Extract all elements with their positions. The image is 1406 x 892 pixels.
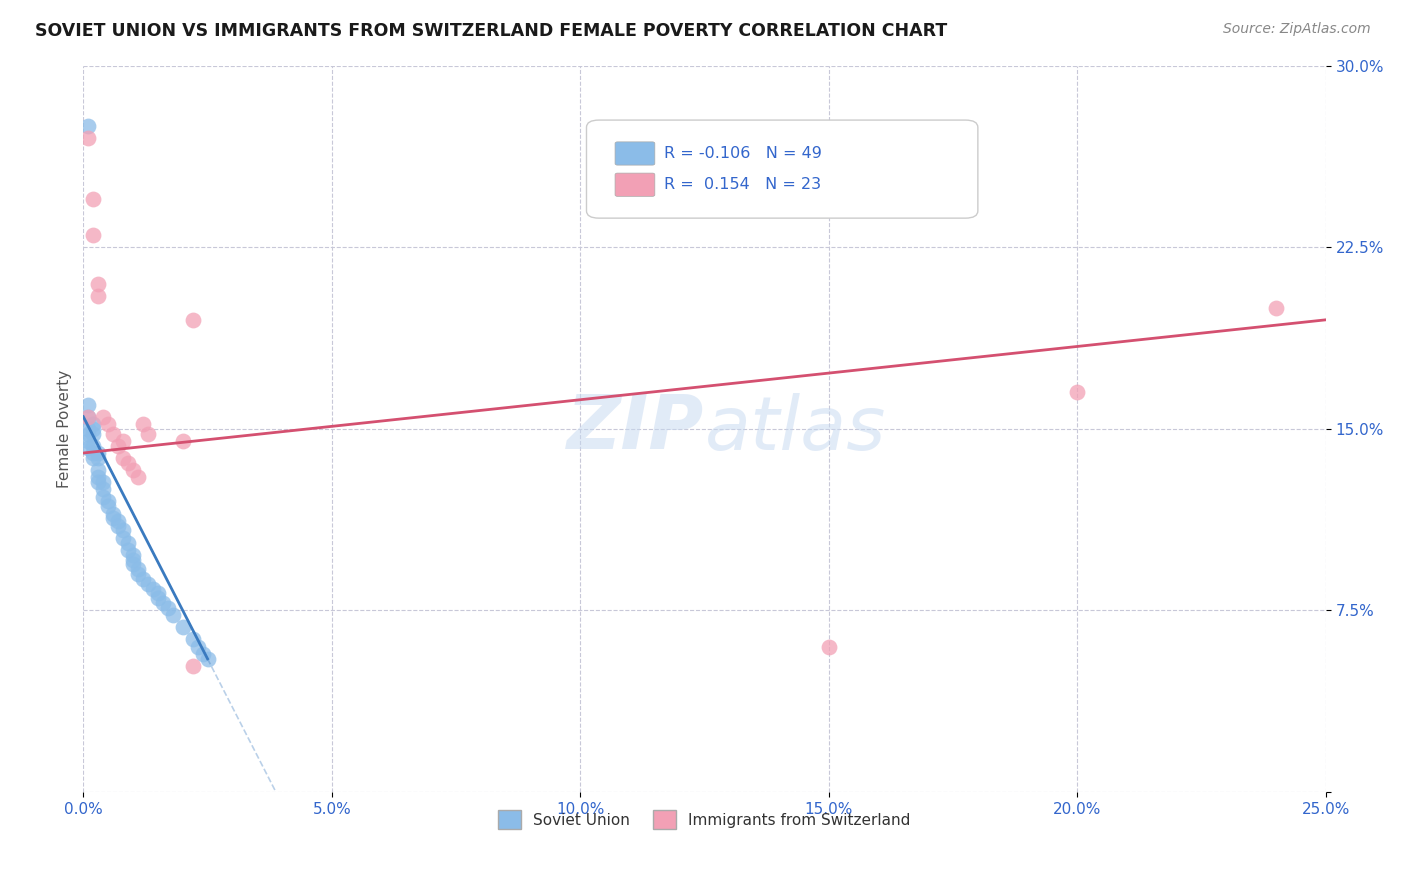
Point	[172, 434, 194, 448]
Point	[87, 288, 110, 302]
Point	[77, 409, 100, 424]
Point	[101, 426, 124, 441]
Point	[136, 426, 159, 441]
Point	[142, 582, 165, 596]
Point	[87, 463, 110, 477]
Text: Source: ZipAtlas.com: Source: ZipAtlas.com	[1223, 22, 1371, 37]
Point	[117, 456, 139, 470]
Point	[87, 470, 110, 484]
Point	[156, 601, 179, 615]
Point	[127, 562, 149, 576]
Point	[146, 586, 169, 600]
Legend: Soviet Union, Immigrants from Switzerland: Soviet Union, Immigrants from Switzerlan…	[492, 805, 917, 835]
FancyBboxPatch shape	[614, 173, 655, 196]
Point	[91, 490, 114, 504]
Point	[191, 647, 214, 661]
Point	[112, 450, 135, 465]
Point	[77, 409, 100, 424]
Point	[82, 417, 104, 431]
Point	[1066, 385, 1088, 400]
Point	[132, 572, 155, 586]
Point	[77, 131, 100, 145]
Point	[117, 542, 139, 557]
Point	[77, 441, 100, 455]
Point	[87, 446, 110, 460]
Point	[82, 192, 104, 206]
Point	[97, 417, 120, 431]
Point	[181, 659, 204, 673]
Text: R = -0.106   N = 49: R = -0.106 N = 49	[664, 146, 821, 161]
Point	[117, 535, 139, 549]
Point	[132, 417, 155, 431]
Text: SOVIET UNION VS IMMIGRANTS FROM SWITZERLAND FEMALE POVERTY CORRELATION CHART: SOVIET UNION VS IMMIGRANTS FROM SWITZERL…	[35, 22, 948, 40]
Y-axis label: Female Poverty: Female Poverty	[58, 369, 72, 488]
Point	[87, 450, 110, 465]
Point	[112, 531, 135, 545]
Point	[82, 450, 104, 465]
Point	[91, 483, 114, 497]
Point	[107, 514, 129, 528]
Text: ZIP: ZIP	[567, 392, 704, 466]
Point	[817, 640, 839, 654]
Point	[77, 434, 100, 448]
Point	[122, 463, 145, 477]
Point	[87, 475, 110, 489]
Point	[77, 426, 100, 441]
Point	[77, 398, 100, 412]
Point	[152, 596, 174, 610]
Point	[187, 640, 209, 654]
Point	[87, 277, 110, 291]
Point	[82, 439, 104, 453]
Point	[172, 620, 194, 634]
Point	[122, 552, 145, 566]
Point	[127, 567, 149, 582]
FancyBboxPatch shape	[586, 120, 977, 219]
Point	[77, 119, 100, 133]
Point	[181, 632, 204, 647]
Text: R =  0.154   N = 23: R = 0.154 N = 23	[664, 178, 821, 192]
Point	[101, 511, 124, 525]
Point	[101, 507, 124, 521]
Point	[77, 422, 100, 436]
Text: atlas: atlas	[704, 392, 886, 465]
Point	[122, 548, 145, 562]
Point	[97, 494, 120, 508]
Point	[82, 422, 104, 436]
Point	[82, 426, 104, 441]
Point	[91, 409, 114, 424]
Point	[107, 518, 129, 533]
Point	[146, 591, 169, 606]
Point	[136, 576, 159, 591]
FancyBboxPatch shape	[614, 142, 655, 165]
Point	[97, 500, 120, 514]
Point	[112, 524, 135, 538]
Point	[162, 608, 184, 623]
Point	[127, 470, 149, 484]
Point	[91, 475, 114, 489]
Point	[112, 434, 135, 448]
Point	[122, 558, 145, 572]
Point	[82, 446, 104, 460]
Point	[197, 652, 219, 666]
Point	[1265, 301, 1288, 315]
Point	[181, 313, 204, 327]
Point	[107, 439, 129, 453]
Point	[82, 228, 104, 243]
